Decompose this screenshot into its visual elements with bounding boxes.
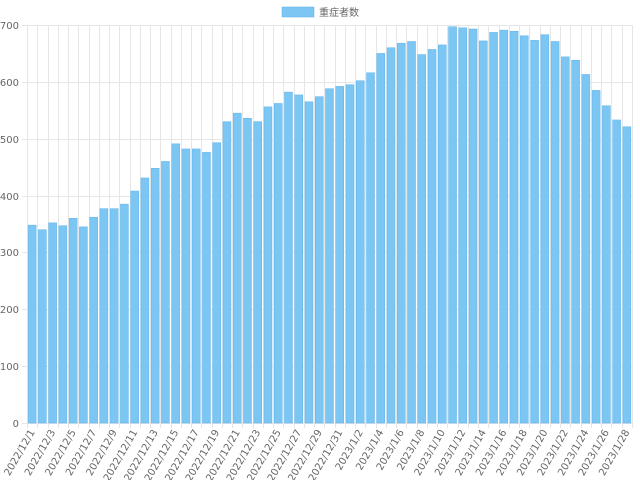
- bar[interactable]: [38, 229, 47, 424]
- bar[interactable]: [366, 72, 375, 424]
- y-tick-label: 400: [0, 192, 19, 203]
- bar[interactable]: [212, 142, 221, 424]
- y-tick-label: 200: [0, 305, 19, 316]
- bar[interactable]: [489, 32, 498, 424]
- bar[interactable]: [325, 88, 334, 424]
- bar[interactable]: [335, 86, 345, 424]
- bar[interactable]: [284, 91, 293, 424]
- bar[interactable]: [438, 44, 447, 424]
- bar[interactable]: [253, 121, 262, 424]
- bar[interactable]: [458, 27, 468, 424]
- bar[interactable]: [386, 47, 396, 424]
- bar[interactable]: [417, 54, 427, 424]
- legend-swatch[interactable]: [281, 6, 315, 18]
- bar[interactable]: [427, 49, 437, 424]
- bar[interactable]: [120, 203, 129, 424]
- bar[interactable]: [294, 94, 303, 424]
- legend-label[interactable]: 重症者数: [319, 6, 359, 19]
- bar[interactable]: [263, 106, 273, 424]
- bar[interactable]: [243, 118, 252, 424]
- bar[interactable]: [479, 40, 488, 424]
- bar[interactable]: [68, 218, 78, 424]
- bar[interactable]: [99, 208, 109, 424]
- bar[interactable]: [191, 148, 201, 424]
- bar[interactable]: [407, 41, 416, 424]
- bar[interactable]: [468, 28, 478, 424]
- bar[interactable]: [171, 143, 180, 424]
- bar[interactable]: [58, 225, 68, 424]
- bar[interactable]: [27, 224, 37, 424]
- bar[interactable]: [509, 31, 519, 424]
- bar[interactable]: [550, 41, 560, 424]
- bar[interactable]: [520, 35, 529, 424]
- bar[interactable]: [130, 190, 139, 424]
- y-tick-label: 700: [0, 21, 19, 32]
- bar[interactable]: [222, 121, 232, 424]
- y-axis: 0 100 200 300 400 500 600 700: [0, 21, 19, 430]
- x-axis: 2022/12/12022/12/32022/12/52022/12/72022…: [3, 428, 633, 480]
- bar[interactable]: [150, 168, 160, 424]
- bar[interactable]: [202, 152, 211, 424]
- bar[interactable]: [79, 226, 88, 424]
- y-tick-label: 300: [0, 248, 19, 259]
- bar[interactable]: [356, 80, 365, 424]
- bar[interactable]: [530, 40, 539, 424]
- bar[interactable]: [561, 56, 570, 424]
- bar[interactable]: [161, 161, 170, 424]
- bar[interactable]: [612, 119, 621, 424]
- bar[interactable]: [345, 84, 355, 424]
- bar[interactable]: [591, 90, 601, 424]
- bar[interactable]: [140, 177, 150, 424]
- bar[interactable]: [622, 126, 632, 424]
- bar[interactable]: [540, 34, 550, 424]
- bar[interactable]: [181, 148, 191, 424]
- y-tick-label: 600: [0, 78, 19, 89]
- bar[interactable]: [304, 101, 314, 424]
- bar[interactable]: [499, 29, 509, 424]
- bar[interactable]: [315, 96, 324, 424]
- legend[interactable]: 重症者数: [281, 6, 359, 19]
- bar[interactable]: [571, 60, 580, 424]
- y-tick-label: 100: [0, 362, 19, 373]
- bar[interactable]: [581, 74, 591, 424]
- bar[interactable]: [232, 112, 242, 424]
- bar[interactable]: [48, 222, 57, 424]
- bar[interactable]: [448, 26, 457, 424]
- bar[interactable]: [109, 208, 119, 424]
- y-tick-label: 0: [13, 419, 19, 430]
- bars-layer: [27, 26, 632, 424]
- y-tick-label: 500: [0, 135, 19, 146]
- bar[interactable]: [602, 105, 611, 424]
- bar[interactable]: [273, 103, 283, 424]
- bar[interactable]: [376, 53, 386, 424]
- bar[interactable]: [397, 42, 406, 424]
- bar[interactable]: [89, 216, 98, 424]
